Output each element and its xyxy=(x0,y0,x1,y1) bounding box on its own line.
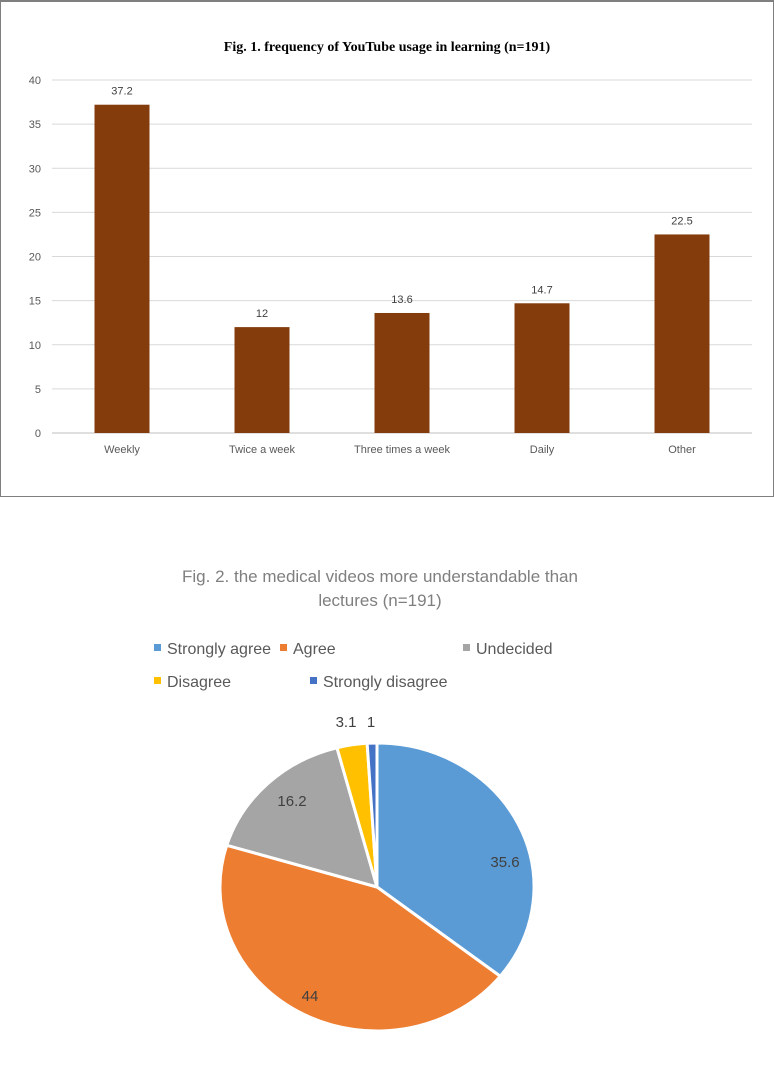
x-tick-label: Weekly xyxy=(104,444,140,456)
bar-three-times-a-week xyxy=(374,312,430,433)
x-tick-label: Daily xyxy=(530,444,555,456)
legend-label: Strongly disagree xyxy=(323,674,448,691)
chart-title: Fig. 2. the medical videos more understa… xyxy=(182,567,578,586)
legend-marker xyxy=(463,644,470,651)
y-tick-label: 40 xyxy=(29,75,41,87)
legend-marker xyxy=(310,677,317,684)
legend-marker xyxy=(280,644,287,651)
data-label: 16.2 xyxy=(277,793,306,810)
data-label: 44 xyxy=(302,988,319,1005)
legend-marker xyxy=(154,677,161,684)
data-label: 12 xyxy=(256,308,268,320)
legend-label: Strongly agree xyxy=(167,641,271,658)
pie-slice-agree xyxy=(218,843,503,1033)
legend-label: Undecided xyxy=(476,641,553,658)
data-label: 14.7 xyxy=(531,284,552,296)
chart-title: lectures (n=191) xyxy=(318,591,441,610)
bar-weekly xyxy=(94,104,150,434)
y-tick-label: 0 xyxy=(35,428,41,440)
bar-daily xyxy=(514,303,570,433)
data-label: 22.5 xyxy=(671,215,692,227)
y-tick-label: 25 xyxy=(29,207,41,219)
data-label: 3.1 xyxy=(336,714,357,731)
x-tick-label: Other xyxy=(668,444,696,456)
data-label: 37.2 xyxy=(111,86,132,98)
y-tick-label: 5 xyxy=(35,384,41,396)
legend-marker xyxy=(154,644,161,651)
bar-twice-a-week xyxy=(234,327,290,433)
x-tick-label: Three times a week xyxy=(354,444,450,456)
chart-title: Fig. 1. frequency of YouTube usage in le… xyxy=(224,40,551,55)
x-tick-label: Twice a week xyxy=(229,444,296,456)
y-tick-label: 35 xyxy=(29,119,41,131)
pie-slice-undecided xyxy=(224,745,380,890)
pie-slice-strongly-disagree xyxy=(365,741,379,888)
legend-label: Agree xyxy=(293,641,336,658)
data-label: 13.6 xyxy=(391,294,412,306)
y-tick-label: 30 xyxy=(29,163,41,175)
y-tick-label: 20 xyxy=(29,252,41,264)
bar-other xyxy=(654,234,710,433)
data-label: 1 xyxy=(367,714,375,731)
y-tick-label: 15 xyxy=(29,296,41,308)
legend-label: Disagree xyxy=(167,674,231,691)
data-label: 35.6 xyxy=(490,854,519,871)
pie-slice-strongly-agree xyxy=(375,741,536,979)
y-tick-label: 10 xyxy=(29,340,41,352)
